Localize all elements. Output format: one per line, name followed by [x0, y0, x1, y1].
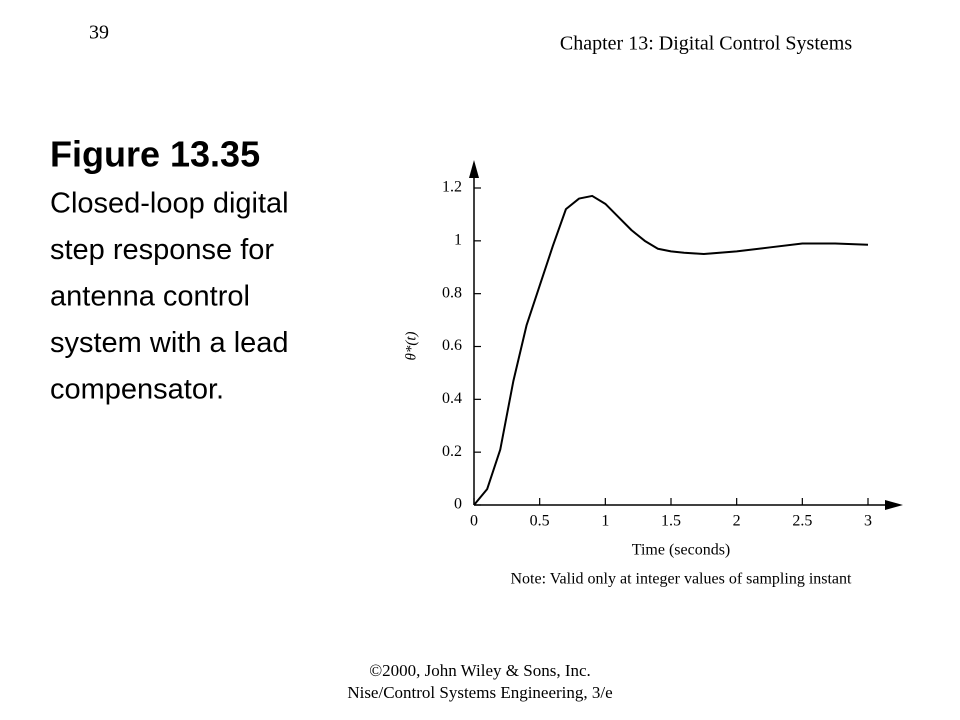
- header: Chapter 13: Digital Control Systems: [560, 33, 852, 55]
- y-tick-label: 0.2: [442, 443, 462, 460]
- x-tick-label: 2: [733, 513, 741, 530]
- caption-line: compensator.: [50, 374, 224, 406]
- x-axis-label: Time (seconds): [632, 542, 731, 559]
- x-tick-label: 1.5: [661, 513, 681, 530]
- y-tick-label: 0.8: [442, 284, 462, 301]
- x-axis-arrow: [885, 500, 903, 510]
- caption-line: step response for: [50, 234, 274, 266]
- y-axis-arrow: [469, 160, 479, 178]
- footer: ©2000, John Wiley & Sons, Inc.: [369, 661, 591, 680]
- x-tick-label: 3: [864, 513, 872, 530]
- y-tick-label: 0: [454, 496, 462, 513]
- caption-line: antenna control: [50, 281, 250, 313]
- response-curve: [473, 194, 869, 506]
- x-tick-label: 0: [470, 513, 478, 530]
- y-axis-label: θ*(t): [403, 331, 419, 360]
- x-tick-label: 2.5: [792, 513, 812, 530]
- y-tick-label: 0.6: [442, 337, 462, 354]
- y-tick-label: 1: [454, 232, 462, 249]
- x-tick-label: 1: [601, 513, 609, 530]
- caption-line: Closed-loop digital: [50, 188, 289, 220]
- y-tick-label: 0.4: [442, 390, 462, 407]
- y-tick-label: 1.2: [442, 179, 462, 196]
- figure-title: Figure 13.35: [50, 134, 260, 175]
- caption-line: system with a lead: [50, 327, 289, 359]
- x-tick-label: 0.5: [530, 513, 550, 530]
- note: Note: Valid only at integer values of sa…: [511, 571, 853, 588]
- footer: Nise/Control Systems Engineering, 3/e: [347, 683, 612, 702]
- page-number: 39: [89, 22, 109, 44]
